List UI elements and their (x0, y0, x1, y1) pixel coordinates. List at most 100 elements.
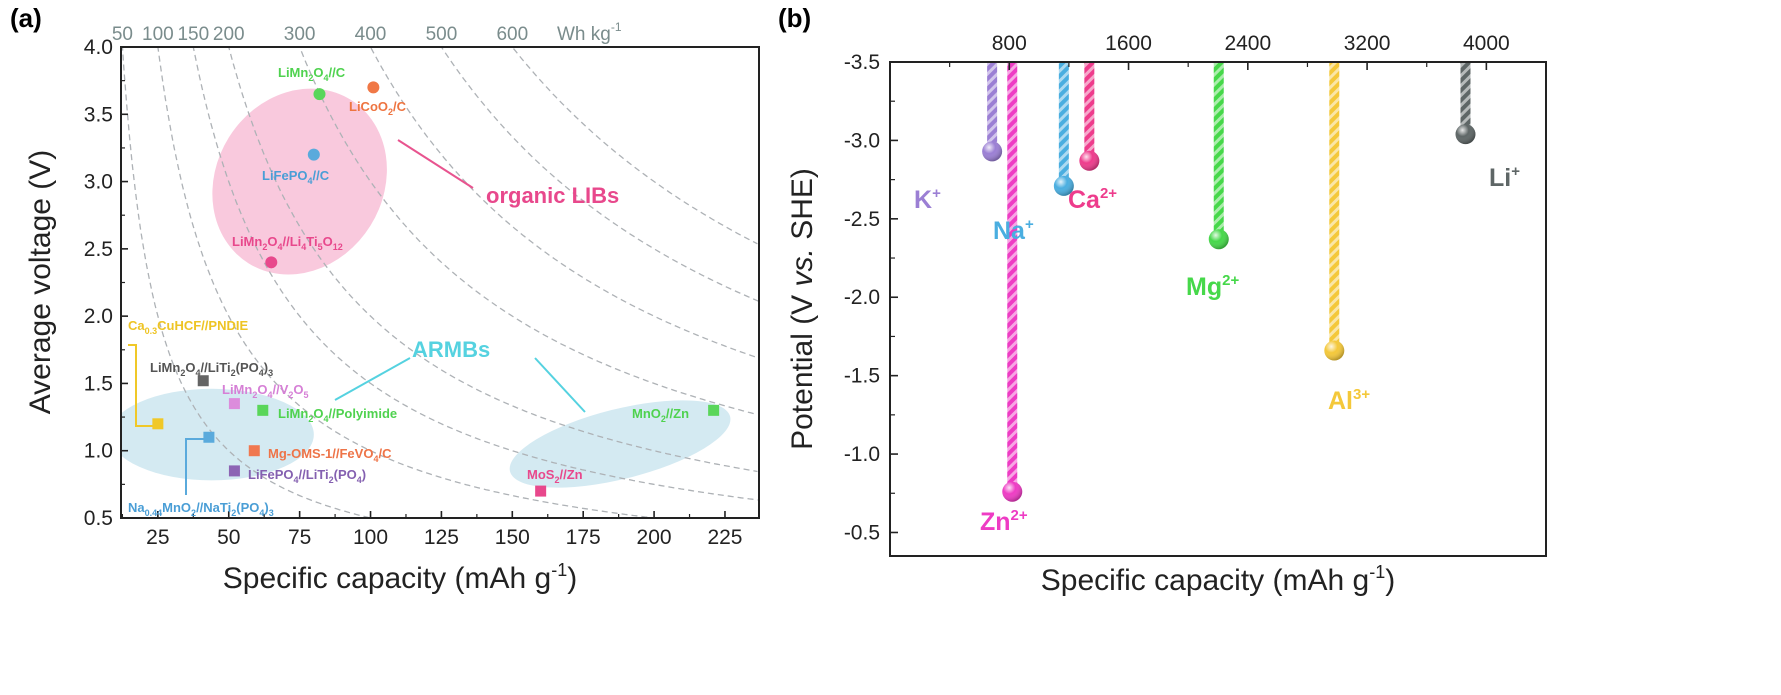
label-limn-vo: LiMn2O4//V2O5 (222, 382, 309, 400)
x-tick-label: 2400 (1224, 32, 1271, 55)
ion-bar-na-ball-shade (1053, 175, 1074, 196)
ion-label-al: Al3+ (1328, 386, 1370, 415)
plot-b-frame (889, 61, 1547, 557)
energy-tick-label: 150 (177, 24, 209, 45)
point-limn2o4-polyimide (257, 404, 269, 416)
energy-curve-150 (192, 47, 758, 501)
x-tick-label: 1600 (1105, 32, 1152, 55)
energy-density-axis: 50 100 150 200 300 400 500 600 Wh kg-1 (112, 20, 622, 45)
y-tick-label: 3.5 (84, 103, 113, 126)
axis-a-ticks: 25 50 75 100 125 150 175 200 225 0.5 1.0 1.5 2.0 2.5 3… (84, 36, 743, 549)
ion-label-k: K+ (914, 185, 941, 214)
energy-tick-label: 300 (284, 24, 316, 45)
ion-bar-zn2-ball-shade (1002, 481, 1023, 502)
point-limn2o4-v2o5 (228, 398, 240, 410)
x-tick-label: 200 (637, 526, 672, 549)
group-label-armbs: ARMBs (412, 337, 490, 362)
axis-b-ticks: 800 1600 2400 3200 4000 -3.5 -3.0 -2.5 -2.0 -1.5 -… (844, 32, 1510, 544)
point-limn2o4-c (313, 88, 326, 101)
organic-leader-line (397, 139, 474, 189)
x-tick-label: 25 (146, 526, 169, 549)
group-label-organic: organic LIBs (486, 183, 619, 208)
point-mos2-zn (535, 485, 547, 497)
energy-curve-100 (157, 47, 660, 518)
ion-bar-mg2 (1213, 62, 1224, 240)
y-tick-label: 0.5 (84, 507, 113, 530)
panel-b: (b) 800 1600 2400 3200 4000 -3.5 -3.0 -2.5 -2.0 -… (778, 3, 1547, 597)
point-mno2-zn (708, 404, 720, 416)
ion-bar-ca2-ball-shade (1079, 150, 1100, 171)
armbs-leader-line-left (334, 357, 411, 401)
energy-curve-200 (228, 47, 758, 473)
ion-bar-k-ball-shade (982, 141, 1003, 162)
connectors (128, 139, 586, 495)
point-mg-oms-1-fevo4-c (248, 445, 260, 457)
ion-label-li: Li+ (1489, 163, 1520, 192)
point-licoo2-c (367, 81, 380, 94)
label-mno-zn: MnO2//Zn (632, 406, 689, 424)
armbs-leader-line-right (534, 357, 586, 413)
energy-tick-label: 600 (496, 24, 528, 45)
ca-bracket (128, 344, 162, 427)
point-lifepo4-c (307, 148, 320, 161)
point-limn2o4-li4ti5o12 (265, 256, 278, 269)
label-mg-oms: Mg-OMS-1//FeVO4/C (268, 446, 392, 464)
y-tick-label: -3.5 (844, 51, 880, 74)
ion-bar-zn2 (1007, 62, 1018, 492)
ion-label-ca: Ca2+ (1068, 185, 1117, 214)
na-bracket (185, 438, 211, 495)
label-licoo-c: LiCoO2/C (349, 99, 407, 117)
y-tick-label: -2.5 (844, 208, 880, 231)
ion-bar-k (987, 62, 998, 152)
x-tick-label: 75 (288, 526, 311, 549)
panel-a-label: (a) (10, 3, 42, 33)
y-tick-label: -3.0 (844, 129, 880, 152)
x-tick-label: 100 (353, 526, 388, 549)
x-tick-label: 225 (707, 526, 742, 549)
x-tick-label: 125 (424, 526, 459, 549)
x-tick-label: 4000 (1463, 32, 1510, 55)
panel-b-label: (b) (778, 3, 811, 33)
label-limn-lti: LiMn2O4//LiTi2(PO4)3 (150, 360, 273, 378)
y-tick-label: 4.0 (84, 36, 113, 59)
data-points (152, 81, 720, 497)
ion-bar-li (1460, 62, 1471, 135)
energy-curve-300 (298, 47, 757, 416)
y-tick-label: -0.5 (844, 521, 880, 544)
energy-axis-unit: Wh kg-1 (557, 20, 622, 45)
energy-tick-label: 500 (426, 24, 458, 45)
label-ca-cuhcf: Ca0.3CuHCF//PNDIE (128, 318, 248, 336)
x-tick-label: 3200 (1344, 32, 1391, 55)
label-limn-c: LiMn2O4//C (278, 65, 346, 83)
y-tick-label: 3.0 (84, 171, 113, 194)
point-ca0-3cuhcf-pndie (152, 418, 164, 430)
energy-curve-500 (440, 47, 759, 302)
point-limn2o4-liti2-po4-3 (197, 375, 209, 387)
ion-bar-li-ball-shade (1455, 124, 1476, 145)
energy-curve-400 (369, 47, 759, 359)
ion-label-zn: Zn2+ (980, 507, 1028, 536)
axis-a-x-title: Specific capacity (mAh g-1) (223, 560, 577, 595)
energy-tick-label: 50 (112, 24, 133, 45)
panel-a: (a) 50 100 150 200 300 400 500 600 Wh kg-1 25 50 7… (10, 3, 760, 595)
y-tick-label: 1.0 (84, 440, 113, 463)
point-na0-44mno2-nati2-po4-3 (203, 431, 215, 443)
x-tick-label: 800 (992, 32, 1027, 55)
ion-label-mg: Mg2+ (1186, 272, 1239, 301)
axis-b-y-title: Potential (V vs. SHE) (786, 168, 819, 450)
ion-bar-al3-ball-shade (1324, 340, 1345, 361)
y-tick-label: 2.0 (84, 305, 113, 328)
point-labels: LiMn2O4//C LiCoO2/C LiFePO4//C LiMn2O4//… (128, 65, 689, 518)
x-tick-label: 50 (217, 526, 240, 549)
energy-tick-label: 100 (142, 24, 174, 45)
x-tick-label: 150 (495, 526, 530, 549)
energy-density-curves (121, 47, 759, 518)
y-tick-label: 1.5 (84, 372, 113, 395)
axis-b-x-title: Specific capacity (mAh g-1) (1041, 562, 1395, 597)
label-limn-lto: LiMn2O4//Li4Ti5O12 (232, 234, 343, 252)
energy-tick-label: 200 (213, 24, 245, 45)
label-lfp-lti: LiFePO4//LiTi2(PO4) (248, 467, 366, 485)
label-limn-pi: LiMn2O4//Polyimide (278, 406, 397, 424)
point-lifepo4-liti2-po4-3 (228, 465, 240, 477)
